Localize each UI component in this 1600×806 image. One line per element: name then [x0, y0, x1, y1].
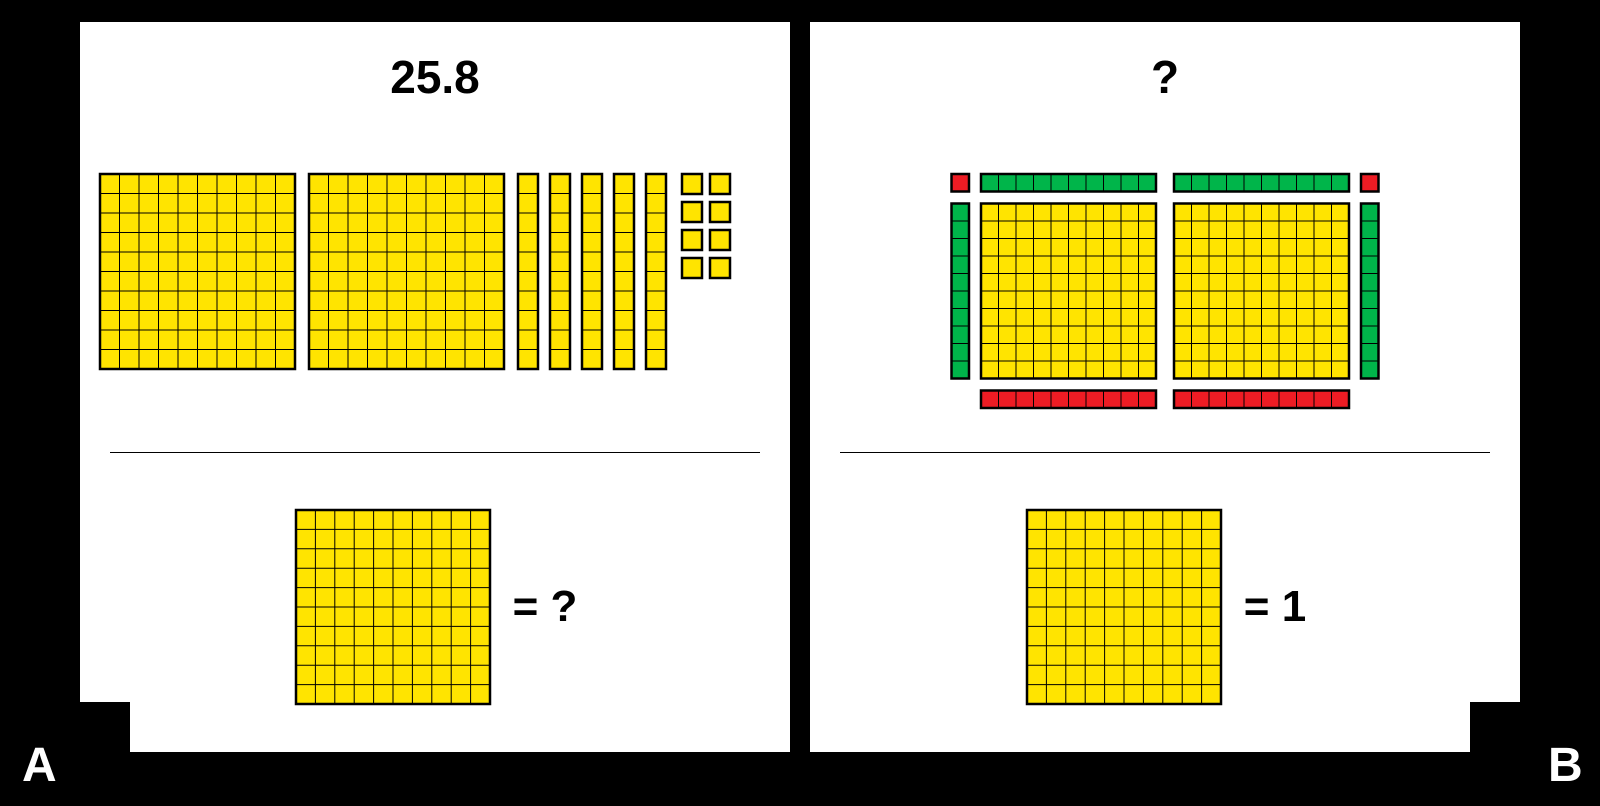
panel-a-legend: = ?: [80, 492, 790, 722]
panel-b-title: ?: [810, 22, 1520, 104]
panel-a-blocks: [98, 172, 772, 422]
panel-b-legend: = 1: [810, 492, 1520, 722]
label-a: A: [22, 738, 57, 793]
panel-a-title: 25.8: [80, 22, 790, 104]
panel-b-blocks: [828, 172, 1502, 422]
panel-b-legend-text: = 1: [1244, 582, 1306, 632]
label-b: B: [1548, 738, 1583, 793]
panel-a-divider: [110, 452, 760, 453]
panel-b-divider: [840, 452, 1490, 453]
panel-b: ? = 1: [810, 22, 1520, 752]
notch-a: [80, 702, 130, 752]
notch-b: [1470, 702, 1520, 752]
panel-a-legend-text: = ?: [513, 582, 578, 632]
panel-a: 25.8 = ?: [80, 22, 790, 752]
